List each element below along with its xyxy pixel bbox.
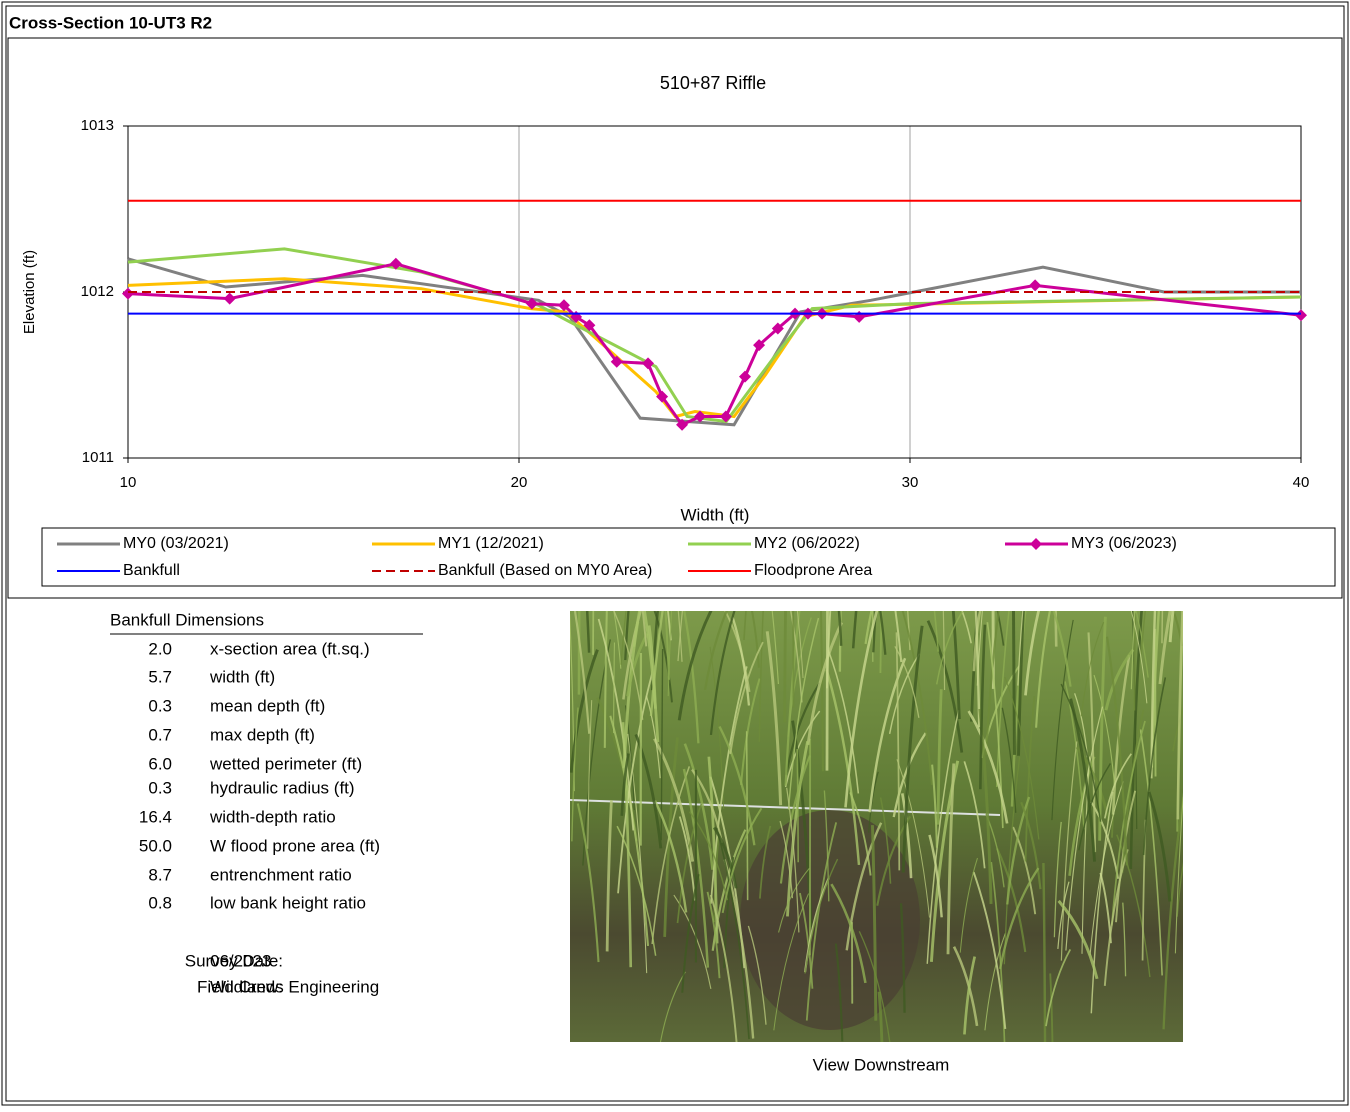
dimension-value: 50.0: [139, 836, 172, 855]
y-axis-label: Elevation (ft): [21, 250, 38, 334]
dimension-label: hydraulic radius (ft): [210, 778, 355, 797]
grass-blade: [797, 749, 798, 862]
dimension-label: mean depth (ft): [210, 696, 325, 715]
grass-blade: [1013, 497, 1015, 755]
page: {"header": {"title": "Cross-Section 10-U…: [0, 0, 1350, 1107]
data-point: [739, 371, 751, 383]
plot-area: 10 20 30 40 1011 1012 1013: [81, 117, 1310, 491]
legend-label: MY0 (03/2021): [123, 535, 229, 552]
x-axis-label: Width (ft): [681, 505, 750, 524]
legend-label: Bankfull (Based on MY0 Area): [438, 562, 652, 579]
dimension-label: max depth (ft): [210, 725, 315, 744]
dimensions-title: Bankfull Dimensions: [110, 610, 264, 629]
legend-label: MY2 (06/2022): [754, 535, 860, 552]
dimensions-table: 2.0 x-section area (ft.sq.) 5.7 width (ft) 0…: [139, 639, 380, 912]
dimension-value: 2.0: [148, 639, 172, 658]
survey-date: 06/2023: [210, 951, 271, 970]
chart-title: 510+87 Riffle: [660, 73, 766, 93]
legend-label: MY1 (12/2021): [438, 535, 544, 552]
document: Cross-Section 10-UT3 R2 510+87 Riffle Wi…: [0, 0, 1350, 1107]
legend-label: Floodprone Area: [754, 562, 872, 579]
data-point: [1029, 279, 1041, 291]
data-point: [224, 293, 236, 305]
dimension-value: 0.3: [148, 778, 172, 797]
series-line: [128, 264, 1301, 425]
header-title: Cross-Section 10-UT3 R2: [9, 13, 212, 32]
data-point: [1295, 309, 1307, 321]
grass-blade: [747, 731, 748, 900]
photo: [549, 399, 1196, 1057]
dimension-label: low bank height ratio: [210, 893, 366, 912]
dimension-value: 5.7: [148, 667, 172, 686]
photo-caption: View Downstream: [813, 1055, 950, 1074]
dimension-value: 0.8: [148, 893, 172, 912]
legend: MY0 (03/2021) MY1 (12/2021) MY2 (06/2022) M…: [57, 535, 1177, 579]
chart-frame: [8, 38, 1342, 598]
x-tick-label: 30: [902, 474, 919, 491]
grass-blade: [785, 596, 786, 722]
grass-blade: [827, 579, 828, 770]
dimension-label: width-depth ratio: [209, 807, 336, 826]
legend-marker: [1030, 538, 1042, 550]
dimension-label: width (ft): [209, 667, 275, 686]
legend-label: Bankfull: [123, 562, 180, 579]
dimension-label: W flood prone area (ft): [210, 836, 380, 855]
x-tick-label: 10: [120, 474, 137, 491]
dimension-value: 6.0: [148, 754, 172, 773]
dimension-value: 0.7: [148, 725, 172, 744]
series-line: [128, 249, 1301, 422]
legend-label: MY3 (06/2023): [1071, 535, 1177, 552]
x-tick-label: 40: [1293, 474, 1310, 491]
dimension-value: 16.4: [139, 807, 172, 826]
y-tick-label: 1012: [81, 283, 114, 300]
y-tick-label: 1011: [82, 449, 114, 466]
dimension-label: wetted perimeter (ft): [209, 754, 362, 773]
dimension-value: 0.3: [148, 696, 172, 715]
dimension-value: 8.7: [148, 865, 172, 884]
data-point: [122, 288, 134, 300]
y-tick-label: 1013: [81, 117, 114, 134]
dimension-label: x-section area (ft.sq.): [210, 639, 370, 658]
x-tick-label: 20: [511, 474, 528, 491]
dimension-label: entrenchment ratio: [210, 865, 352, 884]
field-crew: Wildlands Engineering: [210, 977, 379, 996]
